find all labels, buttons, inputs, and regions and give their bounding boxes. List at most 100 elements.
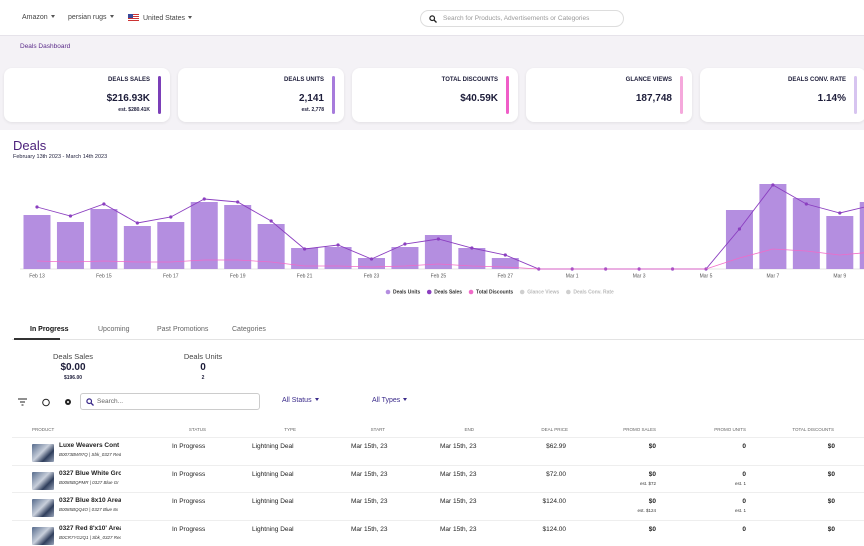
cell-start: Mar 15th, 23 [351, 471, 388, 478]
summary-value: 0 [168, 362, 238, 373]
product-asin: B0085BQQ4O | 0327 Blue 8x [59, 507, 121, 512]
point [236, 200, 239, 203]
legend-label: Deals Sales [434, 289, 462, 295]
table-search[interactable]: Search... [80, 393, 260, 410]
country: United States [143, 15, 185, 22]
cell-promo-sales: $0 [649, 471, 656, 478]
cell-deal-price: $124.00 [543, 526, 567, 533]
point [303, 247, 306, 250]
type-filter[interactable]: All Types [372, 397, 407, 404]
marketplace-dropdown[interactable]: Amazon [22, 14, 55, 21]
bar [224, 205, 251, 269]
bar [191, 202, 218, 269]
product-name[interactable]: Luxe Weavers Cont [59, 442, 121, 449]
kpi-card: GLANCE VIEWS187,748 [526, 68, 692, 122]
point [403, 242, 406, 245]
x-tick-label: Mar 9 [833, 273, 846, 279]
country-dropdown[interactable]: United States [128, 14, 192, 22]
cell-promo-units: 0 [742, 443, 746, 450]
tab[interactable]: Categories [232, 326, 266, 333]
column-header[interactable]: TOTAL DISCOUNTS [792, 427, 834, 432]
product-name[interactable]: 0327 Blue White Gro [59, 470, 121, 477]
x-tick-label: Mar 5 [700, 273, 713, 279]
cell-total-discounts: $0 [828, 526, 835, 533]
column-header[interactable]: PRODUCT [32, 427, 54, 432]
cell-start: Mar 15th, 23 [351, 526, 388, 533]
top-bar: Amazon persian rugs United States Search… [0, 0, 864, 36]
cell-estimate: est. $72 [640, 481, 656, 486]
point [437, 237, 440, 240]
cell-end: Mar 15th, 23 [440, 471, 477, 478]
chart: Feb 13Feb 15Feb 17Feb 19Feb 21Feb 23Feb … [0, 130, 864, 305]
tab[interactable]: Past Promotions [157, 326, 208, 333]
tab[interactable]: Upcoming [98, 326, 130, 333]
legend-marker [469, 290, 474, 295]
bar [726, 210, 753, 269]
product-thumbnail [32, 527, 54, 545]
legend-label: Deals Units [393, 289, 420, 295]
nav-link[interactable]: Deals Dashboard [20, 43, 70, 50]
product-name[interactable]: 0327 Red 8'x10' Area [59, 525, 121, 532]
kpi-value: 1.14% [818, 93, 846, 104]
summary-label: Deals Sales [38, 352, 108, 361]
status-filter[interactable]: All Status [282, 397, 319, 404]
cell-start: Mar 15th, 23 [351, 498, 388, 505]
tab[interactable]: In Progress [30, 326, 69, 333]
kpi-label: TOTAL DISCOUNTS [442, 77, 498, 83]
cell-end: Mar 15th, 23 [440, 443, 477, 450]
kpi-card: TOTAL DISCOUNTS$40.59K [352, 68, 518, 122]
search-box[interactable]: Search for Products, Advertisements or C… [420, 10, 624, 27]
x-tick-label: Feb 25 [431, 273, 447, 279]
cell-type: Lightning Deal [252, 443, 294, 450]
kpi-card: DEALS UNITS2,141est. 2,778 [178, 68, 344, 122]
row-divider [12, 492, 864, 493]
row-divider [12, 465, 864, 466]
bar [860, 202, 864, 269]
point [35, 205, 38, 208]
product-name[interactable]: 0327 Blue 8x10 Area [59, 497, 121, 504]
point [805, 202, 808, 205]
cell-estimate: est. 1 [735, 508, 746, 513]
column-header[interactable]: DEAL PRICE [541, 427, 568, 432]
x-tick-label: Mar 7 [767, 273, 780, 279]
point [370, 257, 373, 260]
point [838, 211, 841, 214]
x-tick-label: Mar 1 [566, 273, 579, 279]
row-divider [12, 437, 864, 438]
column-header[interactable]: START [371, 427, 385, 432]
point [169, 215, 172, 218]
type-filter-label: All Types [372, 397, 400, 404]
legend-marker [566, 290, 571, 295]
point [504, 253, 507, 256]
bar [793, 198, 820, 269]
column-header[interactable]: PROMO UNITS [714, 427, 746, 432]
status-filter-label: All Status [282, 397, 312, 404]
tab-divider [12, 339, 864, 340]
column-header[interactable]: TYPE [284, 427, 296, 432]
bar [124, 226, 151, 269]
summary-label: Deals Units [168, 352, 238, 361]
cell-promo-units: 0 [742, 498, 746, 505]
point [771, 183, 774, 186]
x-tick-label: Feb 23 [364, 273, 380, 279]
kpi-value: 187,748 [636, 93, 672, 104]
x-tick-label: Feb 13 [29, 273, 45, 279]
cell-estimate: est. $124 [637, 508, 656, 513]
keyword-dropdown[interactable]: persian rugs [68, 14, 114, 21]
point [270, 219, 273, 222]
x-tick-label: Mar 3 [633, 273, 646, 279]
product-thumbnail [32, 499, 54, 517]
column-header[interactable]: PROMO SALES [623, 427, 656, 432]
cell-deal-price: $124.00 [543, 498, 567, 505]
toolbar-icons[interactable] [17, 397, 77, 407]
search-icon [429, 15, 437, 23]
point [738, 227, 741, 230]
column-header[interactable]: END [464, 427, 474, 432]
summary-value: $0.00 [38, 362, 108, 373]
point [136, 221, 139, 224]
kpi-label: DEALS SALES [108, 77, 150, 83]
column-header[interactable]: STATUS [189, 427, 206, 432]
cell-deal-price: $72.00 [546, 471, 566, 478]
point [69, 214, 72, 217]
cell-estimate: est. 1 [735, 481, 746, 486]
